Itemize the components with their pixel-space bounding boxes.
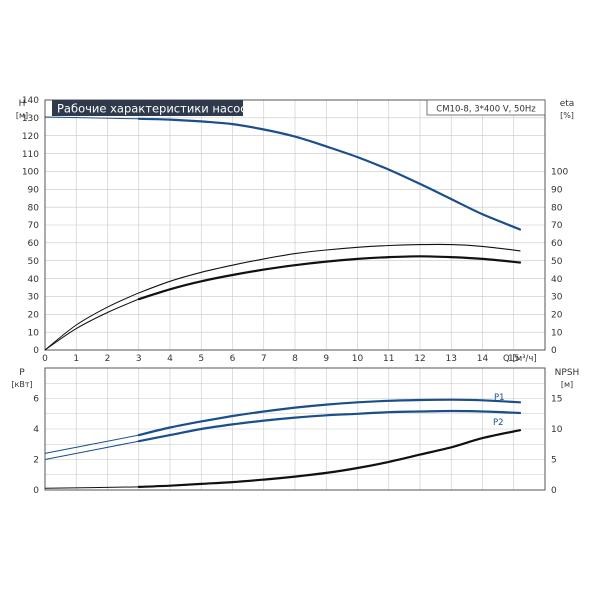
eta-axis-tick-label: 80 — [551, 203, 563, 213]
p2-series-label: P2 — [493, 418, 504, 428]
bottom-npsh-line — [137, 429, 522, 488]
bottom-p1-line — [137, 398, 522, 437]
x-tick-label: 5 — [198, 354, 204, 364]
x-tick-label: 14 — [477, 354, 489, 364]
h-axis-tick-label: 20 — [28, 310, 40, 320]
npsh-axis-tick-label: 15 — [551, 395, 562, 405]
bottom-plot-frame — [44, 367, 546, 491]
bottom-p1-extension-line — [44, 434, 139, 454]
eta-axis-tick-label: 60 — [551, 239, 563, 249]
p-axis-tick-label: 2 — [33, 456, 39, 466]
eta-axis-tick-label: 0 — [551, 346, 557, 356]
top-eta-pump-extension-line — [44, 298, 139, 351]
h-axis-tick-label: 30 — [28, 293, 40, 303]
bottom-left-ticks: 0 2 4 6 — [33, 395, 39, 497]
h-axis-tick-label: 40 — [28, 275, 40, 285]
h-axis-tick-label: 0 — [33, 346, 39, 356]
x-tick-label: 12 — [414, 354, 425, 364]
h-axis-tick-label: 70 — [28, 221, 40, 231]
eta-axis-tick-label: 10 — [551, 328, 563, 338]
h-axis-tick-label: 60 — [28, 239, 40, 249]
top-right-ticks: 0 10 20 30 40 50 60 70 80 90 100 — [551, 168, 568, 357]
subtitle-box — [426, 99, 546, 116]
top-series — [44, 116, 522, 351]
x-tick-label: 7 — [261, 354, 267, 364]
bottom-p2-line — [137, 409, 522, 443]
top-x-ticks: 0 1 2 3 4 5 6 7 8 9 10 11 12 13 14 15 — [42, 354, 519, 364]
eta-axis-tick-label: 50 — [551, 257, 563, 267]
top-left-ticks: 0 10 20 30 40 50 60 70 80 90 100 110 120 130 140 — [22, 96, 39, 356]
eta-axis-tick-label: 30 — [551, 293, 563, 303]
x-tick-label: 1 — [73, 354, 79, 364]
x-tick-label: 10 — [352, 354, 364, 364]
h-axis-tick-label: 140 — [22, 96, 39, 106]
chart-title: Рабочие характеристики насоса — [57, 102, 254, 116]
eta-axis-tick-label: 20 — [551, 310, 563, 320]
bottom-right-ticks: 0 5 10 15 — [551, 395, 563, 497]
top-eta-extension-line — [44, 292, 139, 351]
bottom-p2-extension-line — [44, 440, 139, 460]
top-h-extension-line — [44, 116, 139, 120]
top-plot-frame — [44, 99, 546, 351]
top-h-line — [137, 117, 522, 231]
eta-axis-tick-label: 100 — [551, 168, 568, 178]
x-tick-label: 6 — [230, 354, 236, 364]
x-tick-label: 0 — [42, 354, 48, 364]
p-axis-label: P — [19, 368, 25, 378]
npsh-axis-label: NPSH — [555, 368, 580, 378]
bottom-npsh-extension-line — [44, 486, 139, 489]
h-axis-tick-label: 80 — [28, 203, 40, 213]
npsh-axis-tick-label: 0 — [551, 486, 557, 496]
title-box — [52, 100, 243, 116]
x-tick-label: 8 — [292, 354, 298, 364]
h-axis-tick-label: 10 — [28, 328, 40, 338]
x-tick-label: 13 — [446, 354, 457, 364]
eta-axis-tick-label: 40 — [551, 275, 563, 285]
eta-axis-unit: [%] — [560, 111, 574, 120]
eta-axis-tick-label: 90 — [551, 185, 563, 195]
h-axis-unit: [м] — [16, 111, 28, 120]
h-axis-tick-label: 120 — [22, 132, 39, 142]
npsh-axis-tick-label: 5 — [551, 456, 557, 466]
x-tick-label: 9 — [323, 354, 329, 364]
x-tick-label: 4 — [167, 354, 173, 364]
h-axis-label: H — [19, 99, 26, 109]
h-axis-tick-label: 110 — [22, 150, 39, 160]
bottom-grid — [44, 367, 546, 491]
bottom-series — [44, 398, 522, 489]
p-axis-tick-label: 6 — [33, 395, 39, 405]
npsh-axis-tick-label: 10 — [551, 425, 563, 435]
h-axis-tick-label: 50 — [28, 257, 40, 267]
h-axis-tick-label: 130 — [22, 114, 39, 124]
eta-axis-tick-label: 70 — [551, 221, 563, 231]
eta-axis-label: eta — [560, 99, 575, 109]
p-axis-tick-label: 0 — [33, 486, 39, 496]
x-tick-label: 11 — [383, 354, 394, 364]
chart-subtitle: CM10-8, 3*400 V, 50Hz — [436, 105, 536, 115]
h-axis-tick-label: 100 — [22, 168, 39, 178]
p-axis-unit: [кВт] — [11, 380, 32, 389]
x-tick-label: 2 — [105, 354, 111, 364]
x-tick-label: 3 — [136, 354, 142, 364]
top-eta-pump-line — [137, 255, 522, 301]
h-axis-tick-label: 90 — [28, 185, 40, 195]
x-tick-label: 15 — [508, 354, 519, 364]
p1-series-label: P1 — [494, 393, 505, 403]
npsh-axis-unit: [м] — [561, 380, 573, 389]
top-eta-line — [138, 243, 521, 294]
p-axis-tick-label: 4 — [33, 425, 39, 435]
q-axis-label: Q [м³/ч] — [503, 354, 537, 364]
